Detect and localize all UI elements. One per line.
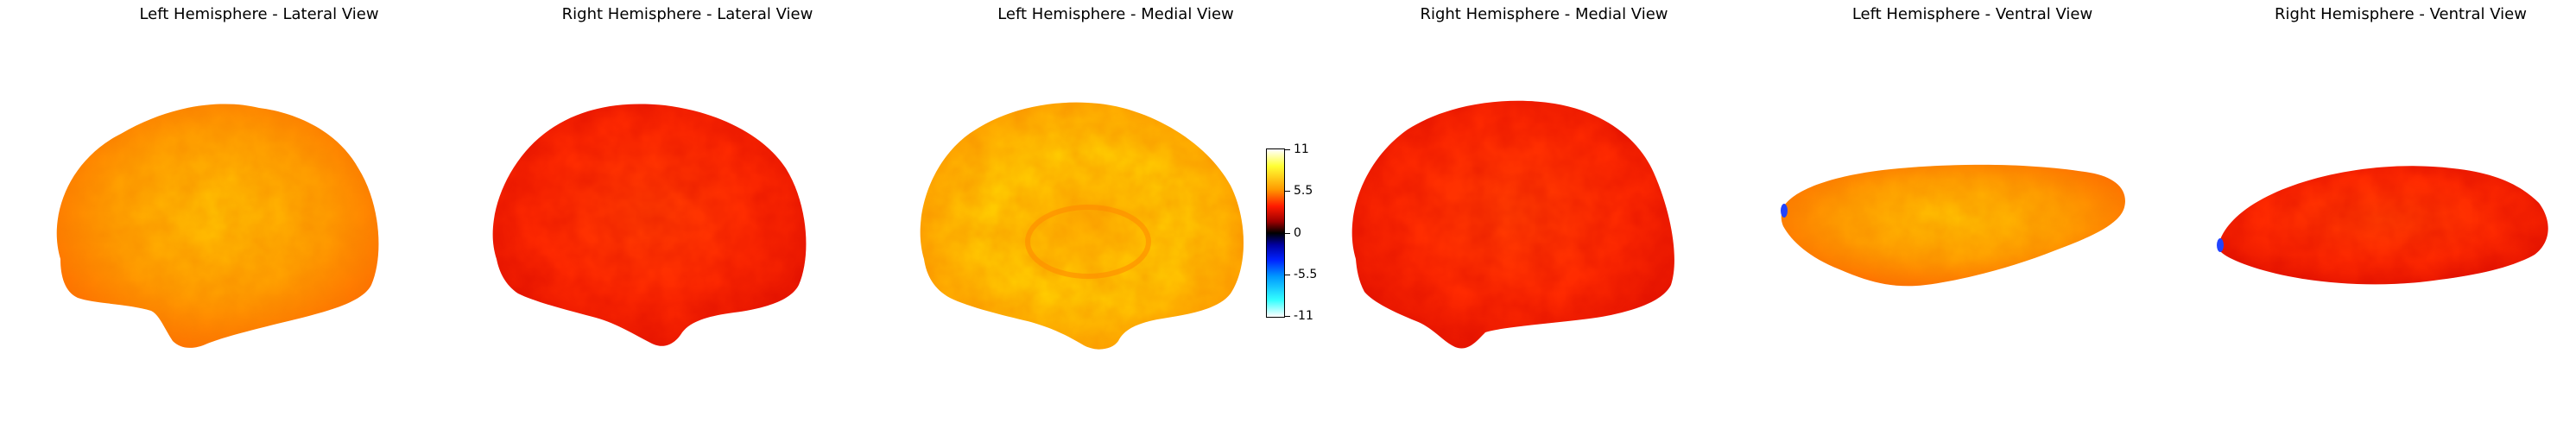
- panel-title-left-ventral: Left Hemisphere - Ventral View: [1851, 5, 2093, 23]
- brain-left-lateral: [56, 104, 379, 348]
- colorbar-tick-label: 11: [1294, 142, 1309, 156]
- colorbar-tick-label: 0: [1294, 226, 1301, 240]
- colorbar-tick-label: -11: [1294, 309, 1313, 323]
- colorbar-tick: [1285, 149, 1290, 150]
- colorbar-tick-label: -5.5: [1294, 268, 1318, 281]
- panel-title-right-ventral: Right Hemisphere - Ventral View: [2275, 5, 2527, 23]
- panel-title-left-medial: Left Hemisphere - Medial View: [997, 5, 1234, 23]
- colorbar-tick: [1285, 191, 1290, 192]
- brain-left-medial: [920, 102, 1244, 350]
- brain-right-medial: [1351, 100, 1674, 349]
- panel-title-left-lateral: Left Hemisphere - Lateral View: [139, 5, 379, 23]
- panel-title-right-lateral: Right Hemisphere - Lateral View: [561, 5, 813, 23]
- panel-title-right-medial: Right Hemisphere - Medial View: [1420, 5, 1668, 23]
- colorbar-tick-label: 5.5: [1294, 184, 1313, 198]
- colorbar: [1266, 148, 1285, 318]
- colorbar-tick: [1285, 233, 1290, 234]
- brain-right-lateral: [492, 104, 807, 346]
- colorbar-tick: [1285, 316, 1290, 317]
- brain-right-ventral: [2217, 166, 2548, 285]
- brain-left-ventral: [1781, 164, 2125, 287]
